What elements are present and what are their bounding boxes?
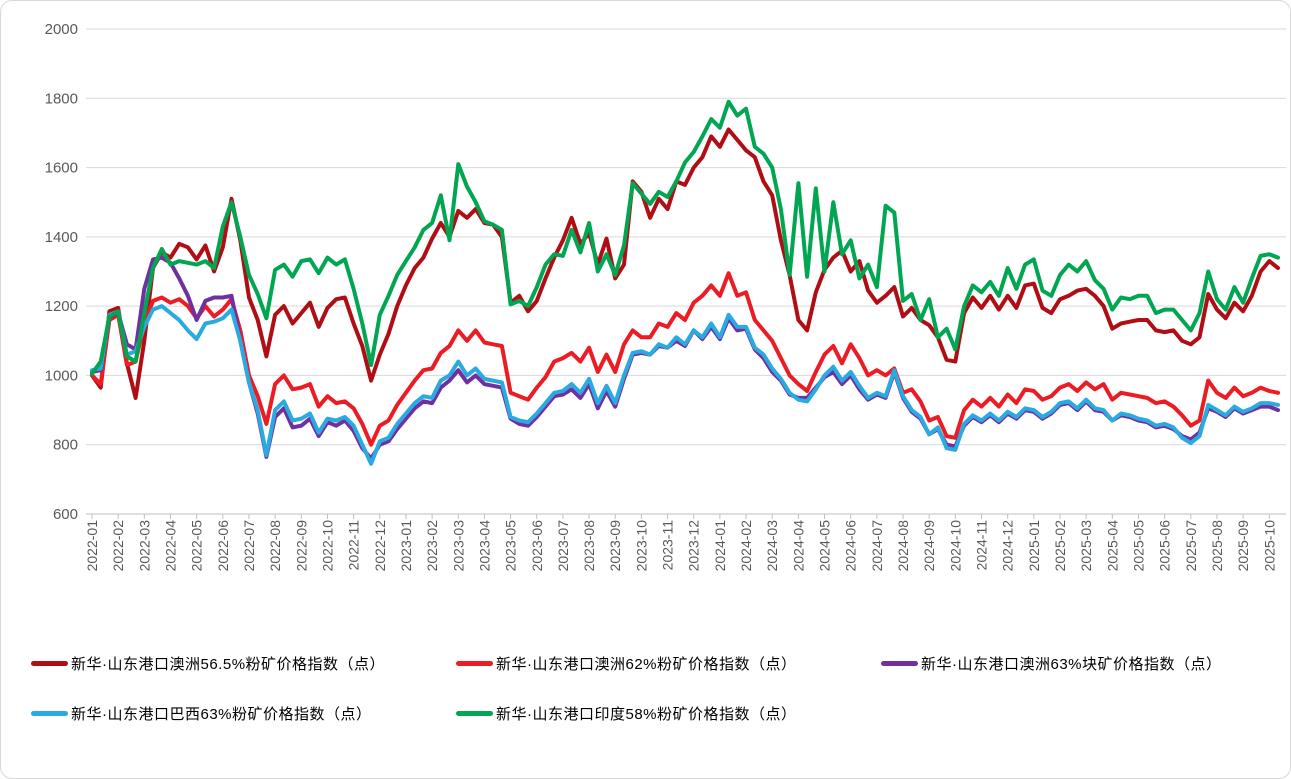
y-axis-tick-label: 1200 (45, 298, 78, 315)
x-axis-tick-label: 2025-03 (1078, 520, 1094, 572)
y-axis-tick-label: 600 (53, 506, 78, 523)
x-axis-tick-label: 2022-10 (319, 520, 335, 572)
x-axis-tick-label: 2022-09 (293, 520, 309, 572)
x-axis-tick-label: 2024-07 (869, 520, 885, 572)
x-axis-tick-label: 2024-08 (895, 520, 911, 572)
x-axis-tick-label: 2022-05 (189, 520, 205, 572)
x-axis-tick-label: 2022-03 (136, 520, 152, 572)
x-axis-tick-label: 2024-05 (817, 520, 833, 572)
x-axis-tick-label: 2022-12 (372, 520, 388, 572)
x-axis-tick-label: 2024-03 (764, 520, 780, 572)
y-axis-tick-label: 2000 (45, 21, 78, 38)
x-axis-tick-label: 2024-01 (712, 520, 728, 572)
x-axis-tick-label: 2025-06 (1157, 520, 1173, 572)
x-axis-tick-label: 2025-07 (1183, 520, 1199, 572)
x-axis-tick-label: 2023-11 (660, 520, 676, 571)
x-axis-tick-label: 2024-09 (921, 520, 937, 572)
x-axis-tick-label: 2025-08 (1209, 520, 1225, 572)
x-axis-tick-label: 2025-10 (1261, 520, 1277, 572)
x-axis-tick-label: 2022-04 (162, 520, 178, 572)
x-axis-tick-label: 2022-11 (346, 520, 362, 571)
x-axis-tick-label: 2024-02 (738, 520, 754, 572)
series-line-au-62-fines (90, 271, 1280, 447)
x-axis-tick-label: 2025-09 (1235, 520, 1251, 572)
x-axis-tick-label: 2022-06 (215, 520, 231, 572)
x-axis-tick-label: 2023-01 (398, 520, 414, 572)
x-axis-tick-label: 2023-09 (607, 520, 623, 572)
x-axis-tick-label: 2024-12 (1000, 520, 1016, 572)
x-axis-tick-label: 2022-02 (110, 520, 126, 572)
y-axis-tick-label: 1000 (45, 367, 78, 384)
x-axis-tick-label: 2024-06 (843, 520, 859, 572)
x-axis-tick-label: 2024-11 (974, 520, 990, 571)
series-line-br-63-fines (90, 304, 1280, 466)
x-axis-tick-label: 2025-04 (1104, 520, 1120, 572)
y-axis-tick-label: 1600 (45, 160, 78, 177)
x-axis-tick-label: 2022-07 (241, 520, 257, 572)
x-axis-tick-label: 2022-01 (84, 520, 100, 572)
x-axis-tick-label: 2024-04 (790, 520, 806, 572)
series-line-au-56-5-fines (90, 127, 1280, 400)
x-axis-tick-label: 2023-10 (633, 520, 649, 572)
x-axis-tick-label: 2023-07 (555, 520, 571, 572)
y-axis-tick-label: 1400 (45, 229, 78, 246)
x-axis-tick-label: 2025-02 (1052, 520, 1068, 572)
x-axis-tick-label: 2023-02 (424, 520, 440, 572)
x-axis-tick-label: 2025-01 (1026, 520, 1042, 572)
x-axis-tick-label: 2023-12 (686, 520, 702, 572)
x-axis-tick-label: 2023-05 (503, 520, 519, 572)
x-axis-tick-label: 2023-04 (476, 520, 492, 572)
x-axis-tick-label: 2025-05 (1130, 520, 1146, 572)
x-axis-tick-label: 2023-06 (529, 520, 545, 572)
x-axis-tick-label: 2022-08 (267, 520, 283, 572)
series-line-in-58-fines (90, 99, 1280, 376)
x-axis-tick-label: 2023-08 (581, 520, 597, 572)
y-axis-tick-label: 1800 (45, 90, 78, 107)
x-axis-tick-label: 2023-03 (450, 520, 466, 572)
x-axis-tick-label: 2024-10 (947, 520, 963, 572)
y-axis-tick-label: 800 (53, 437, 78, 454)
